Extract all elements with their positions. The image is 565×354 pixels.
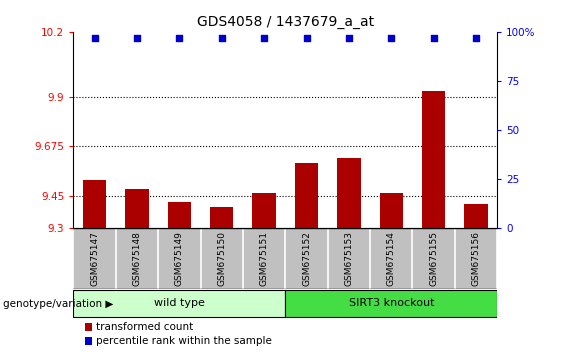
Text: genotype/variation ▶: genotype/variation ▶ (3, 298, 113, 309)
Text: GSM675152: GSM675152 (302, 232, 311, 286)
Bar (253, 193, 276, 228)
Point (344, 35, 354, 41)
Text: GSM675147: GSM675147 (90, 232, 99, 286)
Text: GSM675156: GSM675156 (472, 232, 480, 286)
Bar (422, 91, 445, 228)
Bar (125, 189, 149, 228)
Text: GSM675151: GSM675151 (260, 232, 268, 286)
Bar (337, 159, 360, 228)
Point (471, 35, 480, 41)
Point (90, 35, 99, 41)
Bar (295, 163, 318, 228)
Point (302, 35, 311, 41)
Point (429, 35, 438, 41)
Bar (210, 206, 233, 228)
Point (132, 35, 141, 41)
Bar (380, 193, 403, 228)
Bar (168, 202, 191, 228)
Text: percentile rank within the sample: percentile rank within the sample (96, 336, 272, 346)
Point (386, 35, 396, 41)
Bar (83, 180, 106, 228)
Bar (464, 204, 488, 228)
Title: GDS4058 / 1437679_a_at: GDS4058 / 1437679_a_at (197, 16, 374, 29)
Bar (285, 290, 497, 317)
Text: wild type: wild type (154, 298, 205, 308)
Text: GSM675155: GSM675155 (429, 232, 438, 286)
Text: GSM675150: GSM675150 (218, 232, 226, 286)
Point (217, 35, 226, 41)
Text: GSM675154: GSM675154 (387, 232, 396, 286)
Text: GSM675149: GSM675149 (175, 232, 184, 286)
Text: GSM675148: GSM675148 (133, 232, 141, 286)
Point (259, 35, 269, 41)
Text: GSM675153: GSM675153 (345, 232, 353, 286)
Bar (73, 290, 285, 317)
Point (175, 35, 184, 41)
Text: SIRT3 knockout: SIRT3 knockout (349, 298, 434, 308)
Text: transformed count: transformed count (96, 322, 193, 332)
